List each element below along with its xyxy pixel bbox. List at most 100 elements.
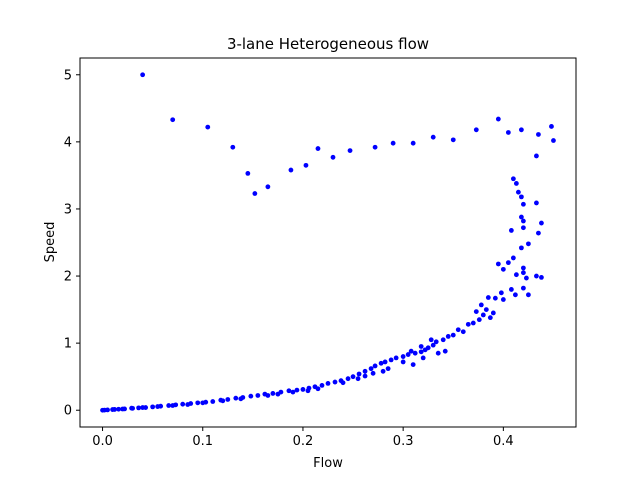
data-point	[265, 184, 271, 190]
data-point	[508, 228, 514, 233]
data-point	[140, 72, 146, 78]
data-point	[500, 297, 506, 302]
data-point	[238, 396, 244, 402]
data-point	[510, 255, 516, 261]
data-point	[330, 154, 336, 160]
data-point	[233, 395, 239, 401]
data-point	[300, 387, 306, 392]
data-point	[520, 285, 526, 291]
data-point	[520, 265, 526, 271]
data-point	[450, 137, 456, 143]
data-point	[270, 391, 276, 396]
data-point	[505, 260, 511, 266]
data-point	[319, 383, 325, 388]
data-point	[294, 387, 300, 393]
data-point	[388, 357, 394, 363]
data-point	[185, 402, 191, 407]
x-tick-label: 0.1	[192, 434, 213, 449]
data-point	[422, 347, 428, 353]
data-point	[526, 241, 531, 247]
data-point	[430, 342, 436, 348]
data-point	[518, 127, 524, 133]
data-point	[368, 366, 374, 372]
data-point	[205, 124, 211, 130]
y-tick-label: 5	[64, 68, 72, 83]
data-point	[356, 371, 362, 377]
data-point	[492, 295, 498, 301]
data-point	[505, 130, 511, 135]
data-point	[480, 312, 486, 318]
data-point	[170, 403, 176, 408]
data-point	[518, 245, 524, 251]
data-point	[435, 350, 441, 356]
data-point	[520, 201, 526, 207]
data-point	[345, 376, 351, 382]
data-point	[512, 292, 518, 298]
data-point	[305, 388, 311, 394]
y-tick-label: 4	[64, 135, 72, 150]
data-point	[455, 327, 461, 333]
data-point	[508, 287, 514, 292]
y-tick-label: 1	[64, 337, 72, 352]
data-point	[450, 332, 456, 338]
data-point	[210, 399, 216, 404]
data-point	[460, 329, 466, 335]
data-point	[245, 171, 251, 176]
data-point	[485, 295, 491, 300]
data-point	[325, 380, 331, 386]
data-point	[303, 162, 309, 168]
data-point	[130, 405, 136, 411]
data-point	[536, 132, 541, 137]
data-point	[465, 321, 471, 327]
data-point	[518, 194, 524, 200]
data-point	[520, 218, 526, 224]
data-point	[112, 407, 117, 412]
data-point	[347, 148, 353, 153]
x-tick-label: 0.4	[493, 434, 514, 449]
data-point	[408, 348, 414, 354]
data-point	[288, 167, 294, 173]
y-tick-label: 0	[64, 404, 72, 419]
data-point	[418, 344, 424, 349]
chart-title: 3-lane Heterogeneous flow	[227, 35, 429, 53]
data-point	[524, 275, 529, 281]
x-tick-label: 0.3	[393, 434, 414, 449]
data-point	[275, 391, 281, 397]
y-axis-ticks: 0 1 2 3 4 5	[64, 68, 80, 419]
data-point	[520, 225, 526, 231]
data-point	[340, 380, 346, 386]
data-point	[265, 393, 271, 398]
data-point	[385, 366, 391, 372]
data-point	[255, 393, 261, 398]
data-point	[116, 406, 121, 412]
data-point	[534, 153, 539, 159]
data-point	[412, 350, 418, 356]
data-point	[405, 352, 411, 357]
data-point	[515, 189, 521, 195]
data-point	[490, 310, 496, 316]
data-point	[136, 405, 142, 411]
data-point	[393, 355, 399, 361]
data-point	[428, 337, 434, 343]
data-point	[430, 134, 436, 140]
data-point	[195, 400, 201, 406]
data-point	[400, 359, 406, 365]
data-point	[473, 309, 479, 314]
data-point	[513, 272, 519, 278]
data-point	[166, 403, 172, 408]
data-point	[433, 339, 439, 345]
data-point	[539, 274, 544, 280]
data-point	[315, 386, 321, 392]
data-point	[513, 181, 519, 186]
data-point	[150, 404, 156, 410]
data-point	[286, 388, 292, 394]
data-point	[180, 401, 186, 407]
data-point	[372, 144, 378, 150]
x-axis-label: Flow	[313, 456, 343, 471]
data-point	[362, 368, 368, 374]
data-point	[120, 406, 125, 412]
data-point	[534, 273, 539, 279]
data-point	[476, 317, 482, 323]
y-tick-label: 3	[64, 202, 72, 217]
